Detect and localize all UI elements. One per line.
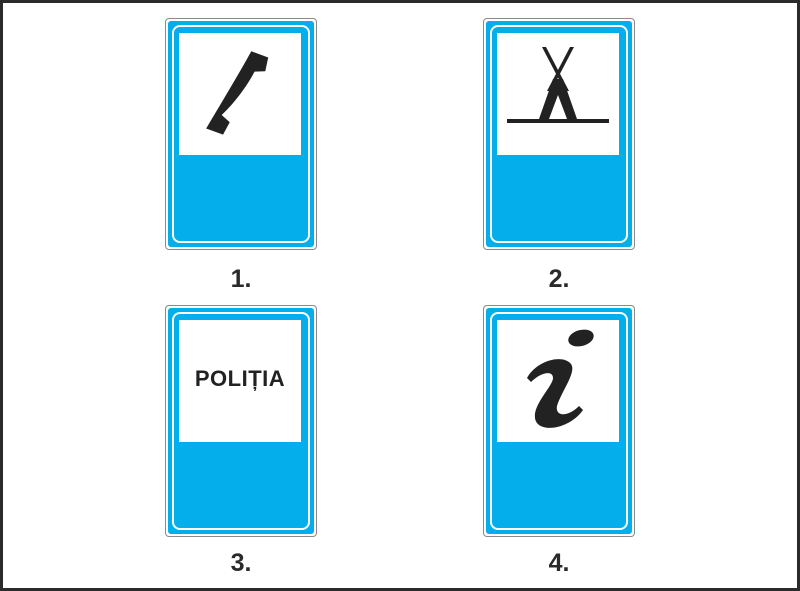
sign-inner-border [490, 25, 628, 243]
sign-symbol-panel [497, 320, 619, 442]
sign-symbol-panel [179, 33, 301, 155]
police-label: POLIȚIA [194, 366, 286, 391]
sign-inner-border [172, 312, 310, 530]
sign-telephone [165, 18, 317, 250]
telephone-icon [206, 51, 269, 135]
sign-symbol-panel [497, 33, 619, 155]
tent-icon [507, 47, 609, 123]
sign-number-3: 3. [230, 549, 252, 577]
sign-information [483, 305, 635, 537]
sign-camping [483, 18, 635, 250]
sign-police: POLIȚIA [165, 305, 317, 537]
sign-inner-border [490, 312, 628, 530]
information-icon [527, 329, 594, 428]
sign-number-2: 2. [548, 265, 570, 293]
sign-symbol-panel: POLIȚIA [179, 320, 301, 442]
sign-inner-border [172, 25, 310, 243]
sign-number-4: 4. [548, 549, 570, 577]
sign-number-1: 1. [230, 265, 252, 293]
